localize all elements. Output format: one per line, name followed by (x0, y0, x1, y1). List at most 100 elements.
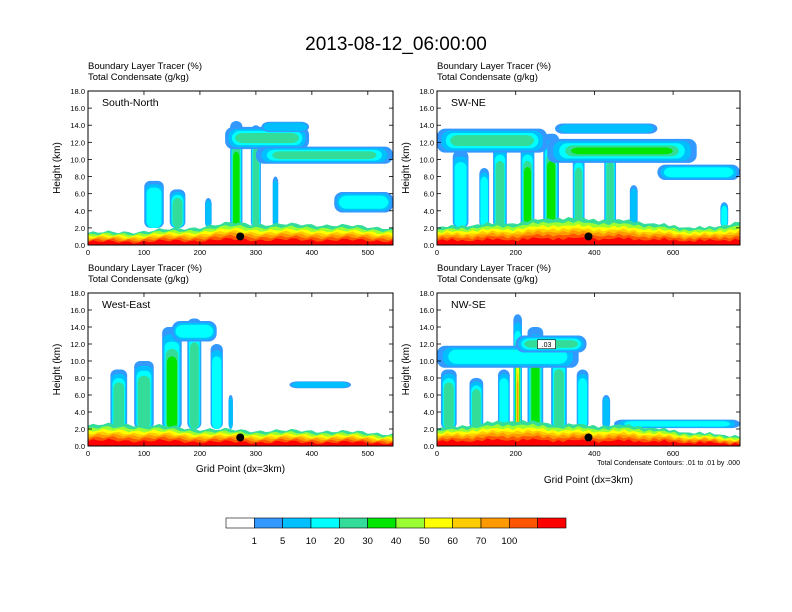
anvil-0-level-4 (235, 132, 299, 144)
x-tick-label: 200 (509, 449, 522, 458)
plume-1-level-4 (137, 375, 151, 429)
x-tick-label: 200 (194, 449, 207, 458)
anvil-2-level-2 (263, 122, 308, 132)
x-axis-label: Grid Point (dx=3km) (196, 464, 285, 475)
y-tick-label: 12.0 (70, 138, 85, 147)
x-tick-label: 0 (86, 248, 90, 257)
y-tick-label: 8.0 (424, 173, 434, 182)
y-tick-label: 0.0 (424, 442, 434, 451)
y-tick-label: 8.0 (75, 173, 85, 182)
x-tick-label: 300 (250, 449, 263, 458)
colorbar-label: 1 (252, 536, 257, 547)
field-2 (88, 318, 393, 446)
boundary-layer-band-6 (437, 438, 740, 446)
colorbar: 1 5 10 20 30 40 50 60 70 100 (225, 517, 567, 547)
y-tick-label: 2.0 (424, 425, 434, 434)
plume-2-level-4 (495, 160, 505, 228)
panel-name: NW-SE (451, 299, 486, 311)
plume-6-level-4 (606, 160, 614, 228)
y-tick-label: 6.0 (75, 190, 85, 199)
y-tick-label: 10.0 (70, 357, 85, 366)
panel-sw-ne: 0.0 2.0 4.0 6.0 8.0 10.0 12.0 14.0 16.0 18.0 0 200 4… (401, 61, 741, 257)
anvil-0-level-4 (450, 135, 534, 147)
plot-frame (87, 90, 394, 246)
colorbar-label: 50 (419, 536, 430, 547)
colorbar-swatch (339, 517, 368, 529)
y-tick-label: 6.0 (75, 391, 85, 400)
y-tick-label: 18.0 (70, 87, 85, 96)
y-tick-label: 18.0 (419, 289, 434, 298)
plume-0-level-4 (443, 382, 454, 429)
y-axis-label: Height (km) (401, 142, 412, 194)
field-0 (88, 120, 393, 245)
colorbar-swatch (254, 517, 283, 529)
location-marker (584, 433, 593, 442)
variable-label-tracer: Boundary Layer Tracer (%) (88, 61, 202, 72)
contour-note: Total Condensate Contours: .01 to .01 by… (597, 460, 740, 467)
x-tick-label: 300 (250, 248, 263, 257)
plot-frame (436, 90, 741, 246)
colorbar-swatch (424, 517, 453, 529)
y-tick-label: 14.0 (70, 323, 85, 332)
boundary-layer-band-6 (88, 438, 393, 446)
x-axis-label: Grid Point (dx=3km) (544, 475, 633, 486)
y-tick-label: 0.0 (424, 241, 434, 250)
x-tick-label: 100 (138, 248, 151, 257)
plume-0-level-3 (146, 187, 162, 228)
colorbar-swatch (310, 517, 340, 529)
y-tick-label: 2.0 (424, 224, 434, 233)
variable-label-tracer: Boundary Layer Tracer (%) (88, 263, 202, 274)
panel-south-north: 0.0 2.0 4.0 6.0 8.0 10.0 12.0 14.0 16.0 18.0 0 100 2… (52, 61, 394, 257)
x-tick-label: 500 (362, 449, 375, 458)
x-tick-label: 400 (306, 449, 319, 458)
plume-4-level-3 (212, 356, 222, 429)
x-tick-label: 200 (509, 248, 522, 257)
panel-name: SW-NE (451, 97, 486, 109)
anvil-1-level-5 (571, 147, 673, 155)
y-tick-label: 2.0 (75, 425, 85, 434)
x-tick-label: 0 (86, 449, 90, 458)
anvil-1-level-4 (272, 151, 377, 160)
variable-label-tracer: Boundary Layer Tracer (%) (437, 61, 551, 72)
colorbar-swatch (225, 517, 255, 529)
variable-label-condensate: Total Condensate (g/kg) (88, 72, 189, 83)
plume-1-level-4 (172, 197, 183, 228)
y-tick-label: 16.0 (419, 104, 434, 113)
colorbar-swatch (509, 517, 538, 529)
plume-4-level-5 (531, 356, 540, 429)
colorbar-label: 40 (391, 536, 402, 547)
plume-6-level-3 (578, 378, 588, 429)
x-tick-label: 100 (138, 449, 151, 458)
colorbar-label: 10 (306, 536, 317, 547)
y-axis-label: Height (km) (52, 142, 63, 194)
x-tick-label: 0 (435, 248, 439, 257)
variable-label-tracer: Boundary Layer Tracer (%) (437, 263, 551, 274)
colorbar-swatch (537, 517, 567, 529)
colorbar-label: 100 (501, 536, 517, 547)
y-tick-label: 0.0 (75, 241, 85, 250)
colorbar-swatch (452, 517, 482, 529)
boundary-layer-band-6 (88, 237, 393, 245)
y-tick-label: 14.0 (419, 323, 434, 332)
panel-name: South-North (102, 97, 159, 109)
y-tick-label: 0.0 (75, 442, 85, 451)
colorbar-label: 5 (280, 536, 285, 547)
anvil-0-level-3 (175, 324, 214, 338)
y-tick-label: 2.0 (75, 224, 85, 233)
plume-4-level-5 (547, 160, 556, 228)
y-tick-label: 14.0 (70, 121, 85, 130)
y-tick-label: 6.0 (424, 391, 434, 400)
y-tick-label: 6.0 (424, 190, 434, 199)
anvil-2-level-3 (624, 421, 730, 427)
y-tick-label: 8.0 (424, 374, 434, 383)
location-marker (584, 232, 593, 241)
colorbar-swatch (367, 517, 397, 529)
plume-5-level-2 (273, 180, 278, 228)
y-tick-label: 18.0 (419, 87, 434, 96)
panel-name: West-East (102, 299, 150, 311)
y-axis-label: Height (km) (52, 344, 63, 396)
x-tick-label: 0 (435, 449, 439, 458)
location-marker (236, 433, 245, 442)
plot-frame (436, 292, 741, 447)
